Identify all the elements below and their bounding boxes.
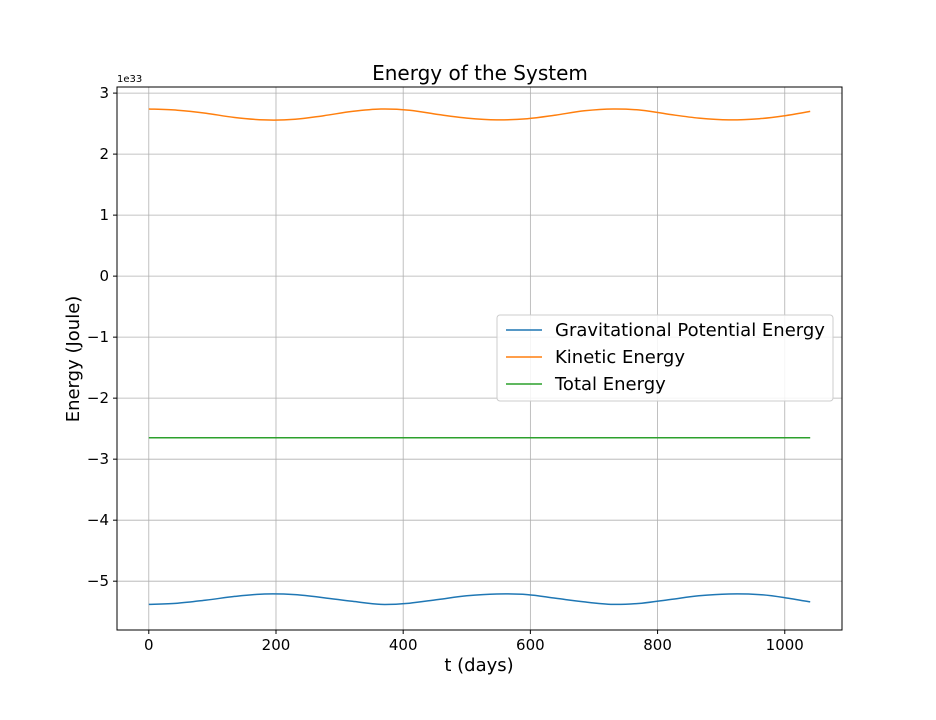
- x-axis-label: t (days): [444, 655, 513, 676]
- legend-label-gravitational-potential-energy: Gravitational Potential Energy: [555, 320, 825, 341]
- y-axis-label: Energy (Joule): [63, 296, 84, 423]
- x-tick-label: 1000: [766, 636, 804, 654]
- legend-box: [496, 314, 834, 402]
- series-line-kinetic-energy: [148, 108, 811, 121]
- y-tick-label: −5: [87, 572, 109, 590]
- y-tick-label: −1: [87, 328, 109, 346]
- series-line-gravitational-potential-energy: [148, 593, 811, 606]
- chart-title: Energy of the System: [372, 61, 588, 85]
- y-tick-label: −3: [87, 450, 109, 468]
- x-tick-label: 600: [516, 636, 545, 654]
- series-layer: [148, 108, 811, 606]
- x-tick-label: 200: [262, 636, 291, 654]
- y-tick-label: 0: [99, 267, 109, 285]
- y-tick-label: 1: [99, 206, 109, 224]
- y-tick-label: 3: [99, 84, 109, 102]
- y-tick-label: −2: [87, 389, 109, 407]
- legend: Gravitational Potential Energy Kinetic En…: [496, 314, 834, 402]
- x-tick-label: 400: [389, 636, 418, 654]
- legend-label-total-energy: Total Energy: [554, 374, 666, 395]
- x-tick-label: 0: [144, 636, 154, 654]
- x-tick-label: 800: [643, 636, 672, 654]
- legend-label-kinetic-energy: Kinetic Energy: [555, 347, 685, 368]
- y-tick-label: 2: [99, 145, 109, 163]
- y-tick-label: −4: [87, 511, 109, 529]
- plot-frame: [116, 86, 843, 631]
- y-offset-label: 1e33: [117, 74, 142, 85]
- ticks: 0 200 400 600 800 1000 −5 −4 −3 −2 −1 0 1 2 3: [87, 84, 804, 654]
